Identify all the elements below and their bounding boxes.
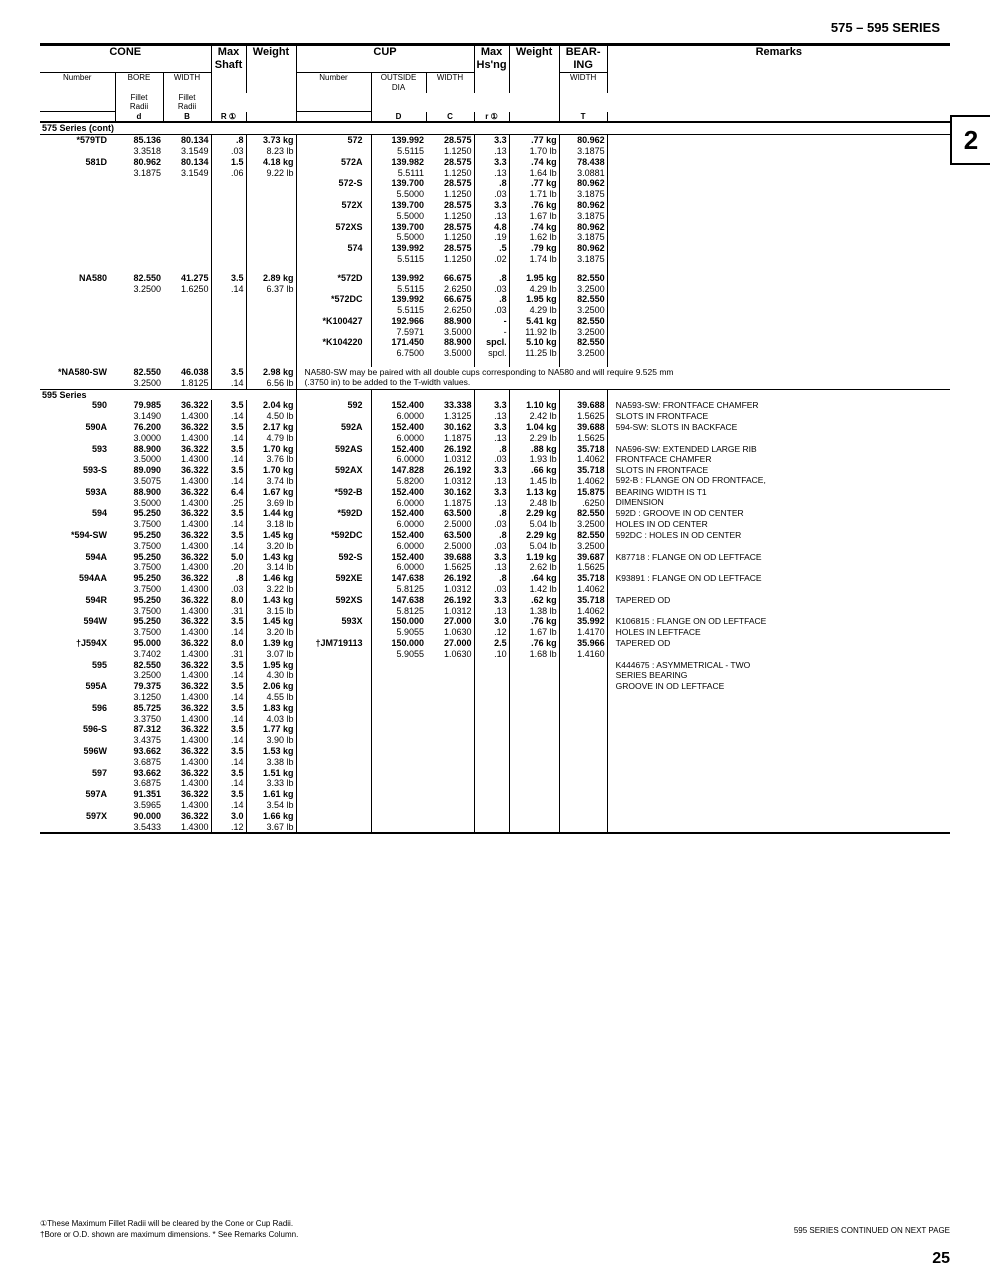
section-tab: 2	[950, 115, 990, 165]
table-row: 59079.9853.149036.3221.43003.5.142.04 kg…	[40, 400, 950, 422]
header-number2: Number	[296, 73, 371, 112]
table-row: 572XS139.7005.500028.5751.12504.8.19.74 …	[40, 222, 950, 244]
section-575-cont: 575 Series (cont)	[40, 122, 950, 134]
table-row: 572X139.7005.500028.5751.12503.3.13.76 k…	[40, 200, 950, 222]
table-row: NA58082.5503.250041.2751.62503.5.142.89 …	[40, 273, 950, 295]
table-row: 572-S139.7005.500028.5751.1250.8.03.77 k…	[40, 178, 950, 200]
header-R: R ①	[211, 112, 246, 123]
table-row: *594-SW95.2503.750036.3221.43003.5.141.4…	[40, 530, 950, 552]
table-row: 596W93.6623.687536.3221.43003.5.141.53 k…	[40, 746, 950, 768]
table-row: 593-S89.0903.507536.3221.43003.5.141.70 …	[40, 465, 950, 487]
header-r: r ①	[474, 112, 509, 123]
footnote-1: ①These Maximum Fillet Radii will be clea…	[40, 1219, 298, 1229]
table-row: 594R95.2503.750036.3221.43008.0.311.43 k…	[40, 595, 950, 617]
table-row: 574139.9925.511528.5751.1250.5.02.79 kg1…	[40, 243, 950, 265]
header-width: WIDTH	[163, 73, 211, 93]
header-weight2: Weight	[509, 45, 559, 112]
table-row: 59388.9003.500036.3221.43003.5.141.70 kg…	[40, 444, 950, 466]
header-fillet1: Fillet Radii	[115, 93, 163, 112]
header-D: D	[371, 112, 426, 123]
table-row: 594A95.2503.750036.3221.43005.0.201.43 k…	[40, 552, 950, 574]
header-remarks: Remarks	[607, 45, 950, 112]
header-d: d	[115, 112, 163, 123]
table-row: *NA580-SW82.5503.250046.0381.81253.5.142…	[40, 367, 950, 389]
header-bearing: BEAR- ING	[559, 45, 607, 73]
table-row: *K104220171.4506.750088.9003.5000spcl.sp…	[40, 337, 950, 359]
table-row: 59495.2503.750036.3221.43003.5.141.44 kg…	[40, 508, 950, 530]
table-row: *K100427192.9667.597188.9003.5000--5.41 …	[40, 316, 950, 338]
header-od: OUTSIDE DIA	[371, 73, 426, 93]
page-number: 25	[932, 1250, 950, 1268]
table-row: †J594X95.0003.740236.3221.43008.0.311.39…	[40, 638, 950, 660]
table-row: 594W95.2503.750036.3221.43003.5.141.45 k…	[40, 616, 950, 638]
bearing-table: CONE Max Shaft Weight CUP Max Hs'ng Weig…	[40, 43, 950, 834]
header-T: T	[559, 112, 607, 123]
table-row: *579TD85.1363.351880.1343.1549.8.033.73 …	[40, 135, 950, 157]
table-row: 593A88.9003.500036.3221.43006.4.251.67 k…	[40, 487, 950, 509]
table-row: *572DC139.9925.511566.6752.6250.8.031.95…	[40, 294, 950, 316]
footnotes: ①These Maximum Fillet Radii will be clea…	[40, 1219, 298, 1240]
header-bw: WIDTH	[559, 73, 607, 93]
table-row: 595A79.3753.125036.3221.43003.5.142.06 k…	[40, 681, 950, 703]
header-bore: BORE	[115, 73, 163, 93]
table-row: 59685.7253.375036.3221.43003.5.141.83 kg…	[40, 703, 950, 725]
table-row: 59793.6623.687536.3221.43003.5.141.51 kg…	[40, 768, 950, 790]
table-row: 581D80.9623.187580.1343.15491.5.064.18 k…	[40, 157, 950, 179]
table-row: 597A91.3513.596536.3221.43003.5.141.61 k…	[40, 789, 950, 811]
header-cw: WIDTH	[426, 73, 474, 93]
header-cone: CONE	[40, 45, 211, 73]
table-row: 590A76.2003.000036.3221.43003.5.142.17 k…	[40, 422, 950, 444]
header-max-hsng: Max Hs'ng	[474, 45, 509, 93]
header-cup: CUP	[296, 45, 474, 73]
header-C: C	[426, 112, 474, 123]
footnote-2: †Bore or O.D. shown are maximum dimensio…	[40, 1230, 298, 1240]
header-fillet2: Fillet Radii	[163, 93, 211, 112]
header-number: Number	[40, 73, 115, 112]
table-row: 597X90.0003.543336.3221.43003.0.121.66 k…	[40, 811, 950, 834]
header-weight: Weight	[246, 45, 296, 112]
header-B: B	[163, 112, 211, 123]
section-595: 595 Series	[40, 389, 296, 400]
series-header: 575 – 595 SERIES	[40, 20, 950, 35]
table-row: 594AA95.2503.750036.3221.4300.8.031.46 k…	[40, 573, 950, 595]
table-row: 596-S87.3123.437536.3221.43003.5.141.77 …	[40, 724, 950, 746]
table-row: 59582.5503.250036.3221.43003.5.141.95 kg…	[40, 660, 950, 682]
continued-text: 595 SERIES CONTINUED ON NEXT PAGE	[794, 1226, 950, 1235]
header-max-shaft: Max Shaft	[211, 45, 246, 93]
